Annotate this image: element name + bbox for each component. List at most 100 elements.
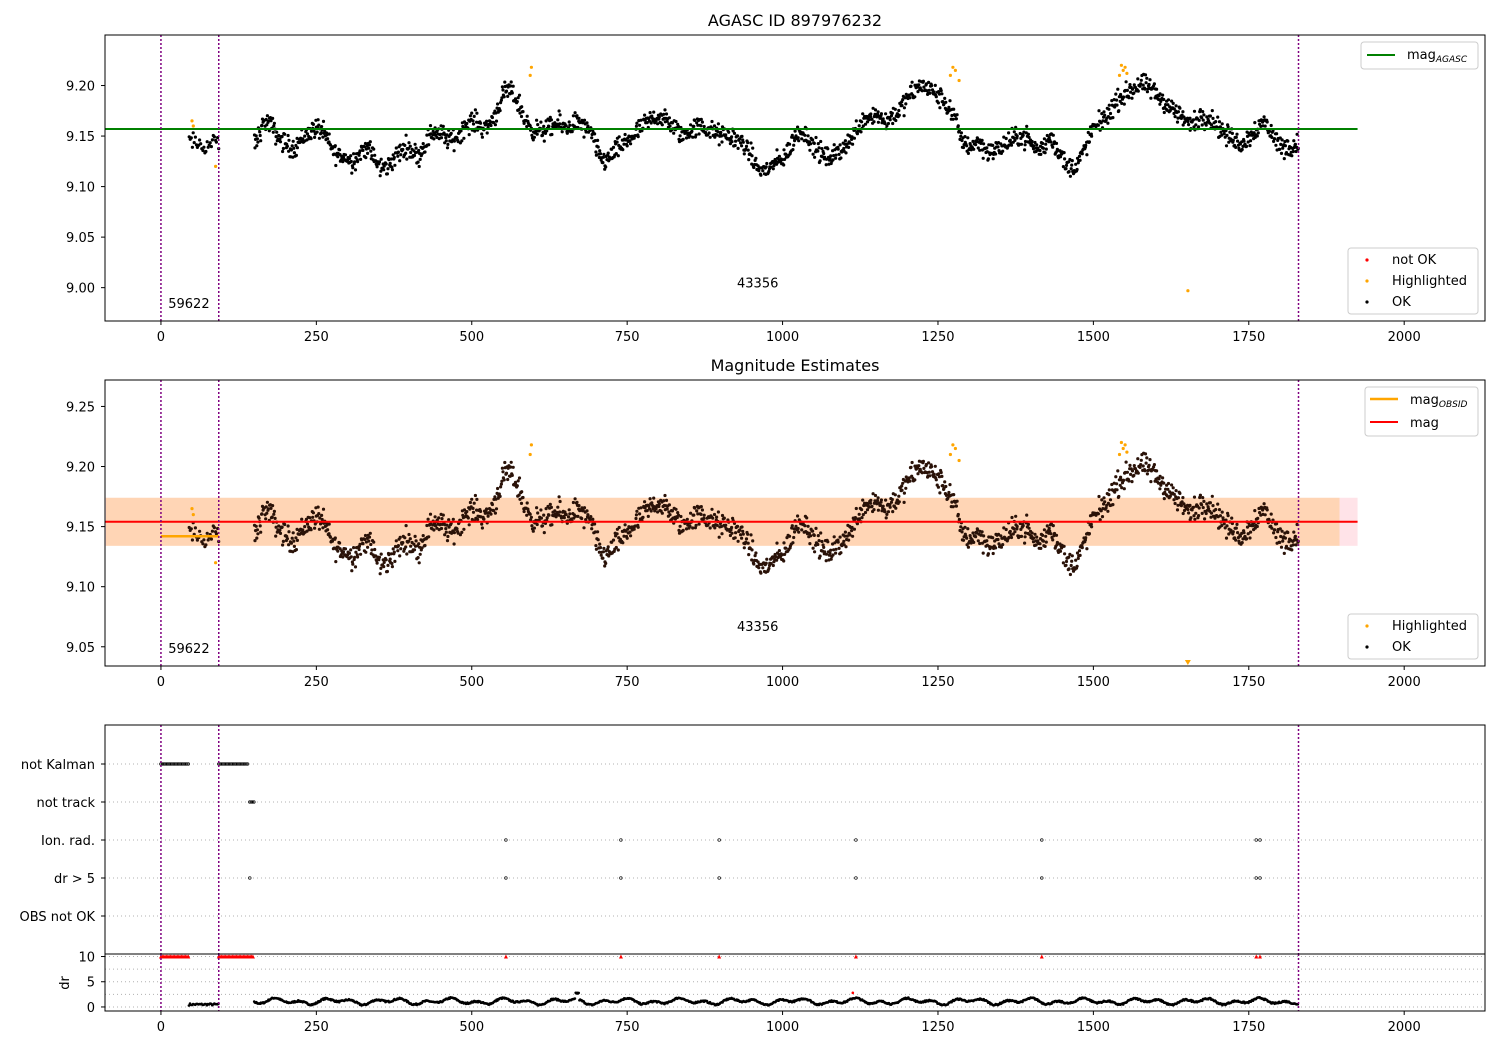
- data-point-ok: [1155, 469, 1159, 473]
- data-point-ok: [542, 513, 546, 517]
- data-point-ok: [888, 505, 892, 509]
- data-point-ok: [847, 145, 851, 149]
- data-point-ok: [948, 99, 952, 103]
- data-point-ok: [826, 147, 830, 151]
- data-point-ok: [907, 93, 911, 97]
- data-point-ok: [321, 135, 325, 139]
- data-point-ok: [838, 535, 842, 539]
- data-point-ok: [390, 168, 394, 172]
- data-point-ok: [1229, 137, 1233, 141]
- obsid-label: 59622: [168, 297, 209, 312]
- data-point-ok: [1166, 103, 1170, 107]
- data-point-ok: [761, 169, 765, 173]
- data-point-ok: [525, 501, 529, 505]
- data-point-ok: [829, 557, 833, 561]
- data-point-highlighted: [1125, 450, 1129, 454]
- data-point-ok: [370, 548, 374, 552]
- x-tick-label: 1250: [921, 675, 954, 690]
- data-point-ok: [409, 150, 413, 155]
- data-point-ok: [850, 529, 854, 533]
- x-tick-label: 750: [615, 675, 640, 690]
- data-point-ok: [1074, 162, 1078, 166]
- data-point-ok: [280, 134, 284, 139]
- data-point-ok: [1077, 154, 1082, 158]
- data-point-ok: [1033, 140, 1037, 145]
- data-point-ok: [333, 536, 337, 540]
- data-point-ok: [839, 156, 843, 160]
- data-point-ok: [904, 486, 908, 490]
- data-point-ok: [921, 79, 926, 83]
- data-point-ok: [796, 514, 800, 518]
- flag-marker: [854, 838, 858, 842]
- data-point-ok: [190, 538, 194, 542]
- data-point-ok: [405, 552, 409, 556]
- data-point-ok: [1139, 463, 1143, 467]
- data-point-ok: [769, 562, 773, 566]
- data-point-ok: [405, 157, 409, 161]
- data-point-ok: [610, 540, 614, 544]
- data-point-ok: [398, 535, 402, 540]
- data-point-ok: [996, 532, 1001, 537]
- data-point-ok: [1138, 84, 1142, 88]
- data-point-ok: [398, 159, 402, 163]
- data-point-ok: [1235, 522, 1239, 527]
- clipped-dr-marker: [1039, 954, 1044, 959]
- data-point-ok: [550, 132, 554, 137]
- category-label: dr > 5: [54, 872, 95, 887]
- data-point-ok: [1200, 123, 1204, 127]
- data-point-ok: [351, 562, 355, 566]
- data-point-ok: [660, 123, 664, 127]
- data-point-ok: [1136, 89, 1140, 93]
- data-point-ok: [510, 473, 514, 477]
- data-point-ok: [1029, 534, 1034, 538]
- data-point-ok: [1262, 115, 1266, 119]
- data-point-ok: [699, 512, 703, 517]
- data-point-ok: [1180, 500, 1184, 504]
- data-point-ok: [573, 111, 577, 115]
- data-point-ok: [821, 543, 825, 547]
- data-point-ok: [1145, 472, 1149, 476]
- data-point-ok: [1104, 506, 1108, 510]
- data-point-ok: [1292, 530, 1296, 534]
- data-point-ok: [258, 130, 262, 134]
- data-point-ok: [287, 138, 291, 142]
- data-point-ok: [1048, 529, 1052, 533]
- data-point-ok: [438, 132, 443, 136]
- data-point-ok: [1101, 507, 1105, 511]
- data-point-ok: [749, 141, 753, 145]
- data-point-ok: [1061, 165, 1065, 169]
- data-point-ok: [338, 541, 342, 545]
- data-point-ok: [1292, 139, 1296, 143]
- data-point-ok: [1181, 511, 1185, 516]
- data-point-ok: [1143, 87, 1147, 91]
- data-point-ok: [408, 144, 412, 148]
- data-point-ok: [715, 133, 719, 137]
- data-point-ok: [811, 152, 815, 156]
- data-point-ok: [1116, 469, 1120, 473]
- data-point-ok: [735, 134, 740, 138]
- data-point-ok: [1216, 502, 1220, 506]
- data-point-ok: [468, 114, 472, 118]
- data-point-ok: [638, 512, 642, 516]
- data-point-ok: [540, 524, 545, 528]
- data-point-ok: [1235, 132, 1239, 136]
- data-point-ok: [1118, 483, 1122, 487]
- data-point-ok: [358, 542, 362, 546]
- data-point-ok: [1069, 563, 1073, 568]
- data-point-ok: [393, 559, 397, 564]
- data-point-ok: [409, 544, 413, 548]
- data-point-ok: [503, 460, 507, 465]
- data-point-ok: [1128, 463, 1132, 467]
- data-point-ok: [1100, 515, 1105, 519]
- data-point-ok: [1055, 147, 1059, 151]
- data-point-ok: [852, 136, 857, 140]
- x-tick-label: 1750: [1232, 675, 1265, 690]
- data-point-ok: [1256, 131, 1260, 135]
- data-point-ok: [1218, 514, 1222, 518]
- data-point-ok: [817, 146, 821, 150]
- data-point-ok: [1252, 131, 1256, 135]
- data-point-ok: [321, 526, 325, 530]
- data-point-ok: [1025, 124, 1029, 128]
- y-tick-label: 9.05: [66, 231, 95, 246]
- data-point-ok: [408, 537, 412, 541]
